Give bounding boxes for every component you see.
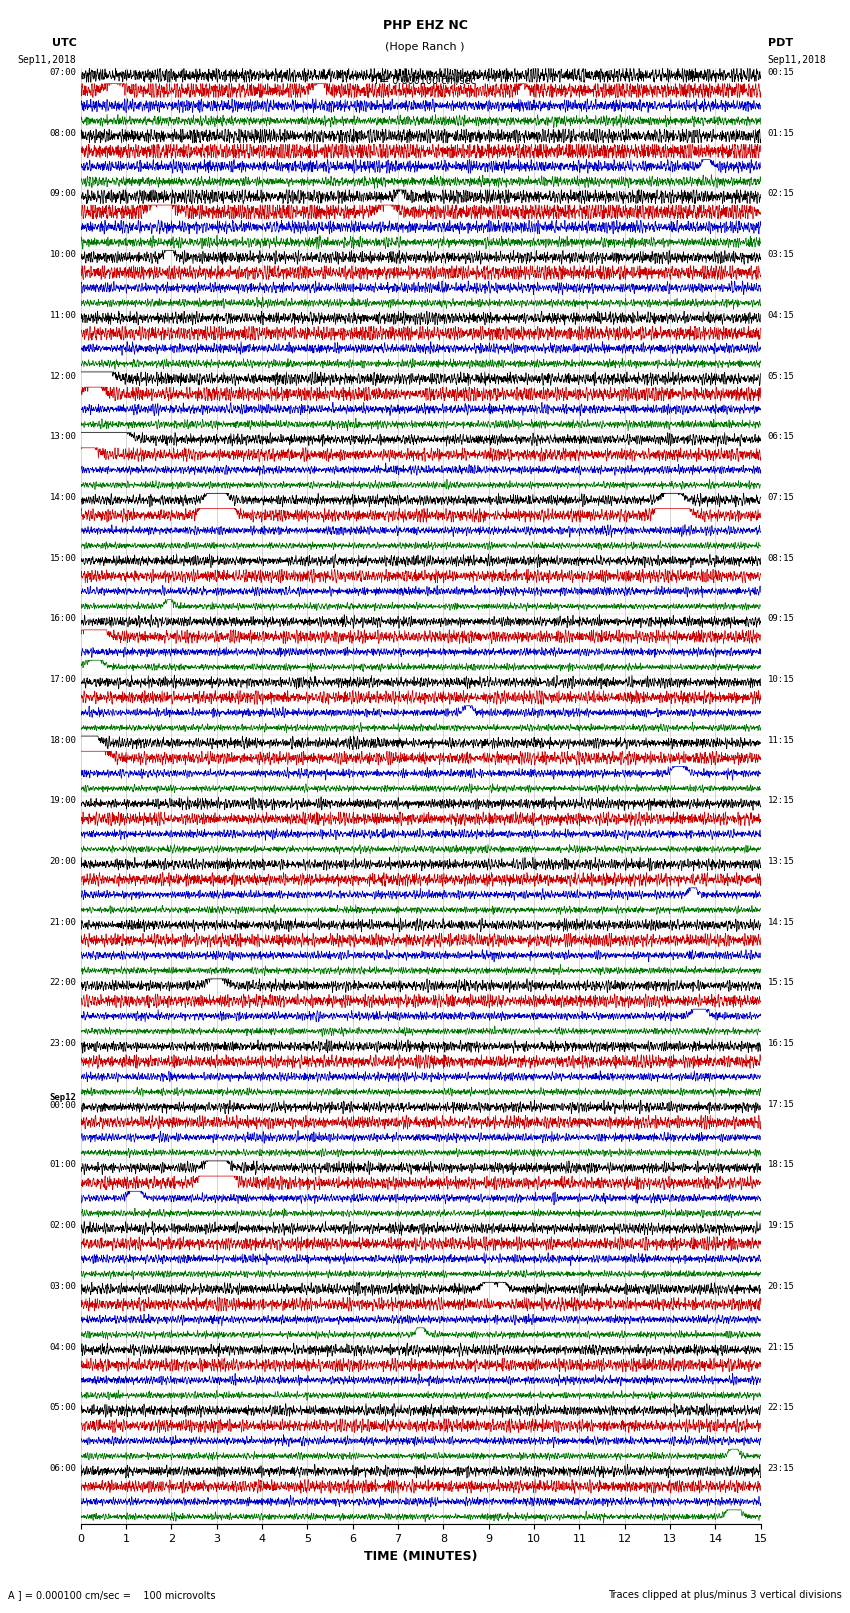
Text: PDT: PDT bbox=[768, 39, 793, 48]
Text: 09:15: 09:15 bbox=[768, 615, 795, 623]
Text: 21:15: 21:15 bbox=[768, 1342, 795, 1352]
Text: 05:15: 05:15 bbox=[768, 371, 795, 381]
Text: (Hope Ranch ): (Hope Ranch ) bbox=[385, 42, 465, 52]
Text: 13:15: 13:15 bbox=[768, 857, 795, 866]
Text: 20:15: 20:15 bbox=[768, 1282, 795, 1290]
Text: 21:00: 21:00 bbox=[49, 918, 76, 927]
Text: 05:00: 05:00 bbox=[49, 1403, 76, 1413]
Text: A ] = 0.000100 cm/sec =    100 microvolts: A ] = 0.000100 cm/sec = 100 microvolts bbox=[8, 1590, 216, 1600]
Text: Sep11,2018: Sep11,2018 bbox=[768, 55, 826, 65]
Text: 03:00: 03:00 bbox=[49, 1282, 76, 1290]
Text: UTC: UTC bbox=[52, 39, 76, 48]
Text: I = 0.000100 cm/sec: I = 0.000100 cm/sec bbox=[375, 76, 475, 85]
Text: 18:15: 18:15 bbox=[768, 1160, 795, 1169]
Text: 04:00: 04:00 bbox=[49, 1342, 76, 1352]
Text: 07:00: 07:00 bbox=[49, 68, 76, 77]
Text: 23:15: 23:15 bbox=[768, 1465, 795, 1473]
Text: 14:15: 14:15 bbox=[768, 918, 795, 927]
Text: Sep11,2018: Sep11,2018 bbox=[18, 55, 76, 65]
Text: 10:00: 10:00 bbox=[49, 250, 76, 260]
Text: 03:15: 03:15 bbox=[768, 250, 795, 260]
Text: 22:15: 22:15 bbox=[768, 1403, 795, 1413]
Text: 00:00: 00:00 bbox=[49, 1102, 76, 1110]
Text: 06:15: 06:15 bbox=[768, 432, 795, 442]
Text: 19:15: 19:15 bbox=[768, 1221, 795, 1231]
Text: 04:15: 04:15 bbox=[768, 311, 795, 319]
Text: 08:15: 08:15 bbox=[768, 553, 795, 563]
Text: 01:00: 01:00 bbox=[49, 1160, 76, 1169]
Text: 09:00: 09:00 bbox=[49, 189, 76, 198]
Text: 19:00: 19:00 bbox=[49, 797, 76, 805]
Text: 15:00: 15:00 bbox=[49, 553, 76, 563]
Text: 14:00: 14:00 bbox=[49, 494, 76, 502]
Text: 18:00: 18:00 bbox=[49, 736, 76, 745]
Text: Sep12: Sep12 bbox=[49, 1094, 76, 1102]
Text: 22:00: 22:00 bbox=[49, 979, 76, 987]
Text: 08:00: 08:00 bbox=[49, 129, 76, 137]
Text: 07:15: 07:15 bbox=[768, 494, 795, 502]
Text: Traces clipped at plus/minus 3 vertical divisions: Traces clipped at plus/minus 3 vertical … bbox=[608, 1590, 842, 1600]
Text: 06:00: 06:00 bbox=[49, 1465, 76, 1473]
Text: 10:15: 10:15 bbox=[768, 674, 795, 684]
Text: 02:00: 02:00 bbox=[49, 1221, 76, 1231]
X-axis label: TIME (MINUTES): TIME (MINUTES) bbox=[364, 1550, 478, 1563]
Text: 17:15: 17:15 bbox=[768, 1100, 795, 1108]
Text: PHP EHZ NC: PHP EHZ NC bbox=[382, 19, 468, 32]
Text: 13:00: 13:00 bbox=[49, 432, 76, 442]
Text: 00:15: 00:15 bbox=[768, 68, 795, 77]
Text: 12:15: 12:15 bbox=[768, 797, 795, 805]
Text: 01:15: 01:15 bbox=[768, 129, 795, 137]
Text: 02:15: 02:15 bbox=[768, 189, 795, 198]
Text: 17:00: 17:00 bbox=[49, 674, 76, 684]
Text: 12:00: 12:00 bbox=[49, 371, 76, 381]
Text: 20:00: 20:00 bbox=[49, 857, 76, 866]
Text: 11:15: 11:15 bbox=[768, 736, 795, 745]
Text: 23:00: 23:00 bbox=[49, 1039, 76, 1048]
Text: 11:00: 11:00 bbox=[49, 311, 76, 319]
Text: 16:15: 16:15 bbox=[768, 1039, 795, 1048]
Text: 15:15: 15:15 bbox=[768, 979, 795, 987]
Text: 16:00: 16:00 bbox=[49, 615, 76, 623]
